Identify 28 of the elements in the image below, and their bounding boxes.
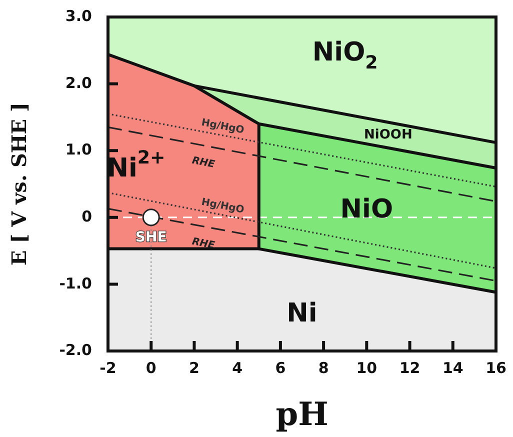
x-tick-label: 6 (275, 359, 286, 377)
text: Hg/HgO (200, 196, 245, 216)
x-tick-label: 16 (486, 359, 506, 377)
y-tick-label: -2.0 (59, 341, 92, 360)
text: Hg/HgO (200, 117, 245, 136)
y-tick-label: -1.0 (59, 274, 92, 292)
annotation: NiO$_{2}$ (312, 38, 378, 74)
text: RHE (191, 236, 216, 252)
x-axis-title: pH (276, 395, 328, 433)
y-tick-label: 0 (82, 207, 92, 226)
y-tick-label: 1.0 (65, 140, 92, 159)
series-label: SHE (135, 229, 167, 246)
x-tick-label: 2 (189, 359, 200, 377)
x-tick-label: 4 (232, 359, 243, 377)
text: RHE (191, 155, 216, 171)
x-tick-label: 0 (146, 359, 156, 377)
y-tick-label: 3.0 (65, 7, 92, 26)
annotation: NiO (340, 194, 394, 225)
x-tick-label: -2 (100, 359, 116, 377)
x-tick-label: 8 (318, 359, 329, 377)
annotation: Ni$^{2+}$ (106, 148, 166, 184)
x-tick-label: 12 (399, 359, 420, 377)
y-tick-label: 2.0 (65, 74, 92, 92)
x-tick-label: 10 (356, 359, 378, 377)
annotation: NiOOH (364, 127, 412, 142)
annotation: Ni (286, 298, 318, 328)
y-axis-title: E [ V vs. SHE ] (7, 102, 31, 266)
x-tick-label: 14 (442, 359, 464, 377)
